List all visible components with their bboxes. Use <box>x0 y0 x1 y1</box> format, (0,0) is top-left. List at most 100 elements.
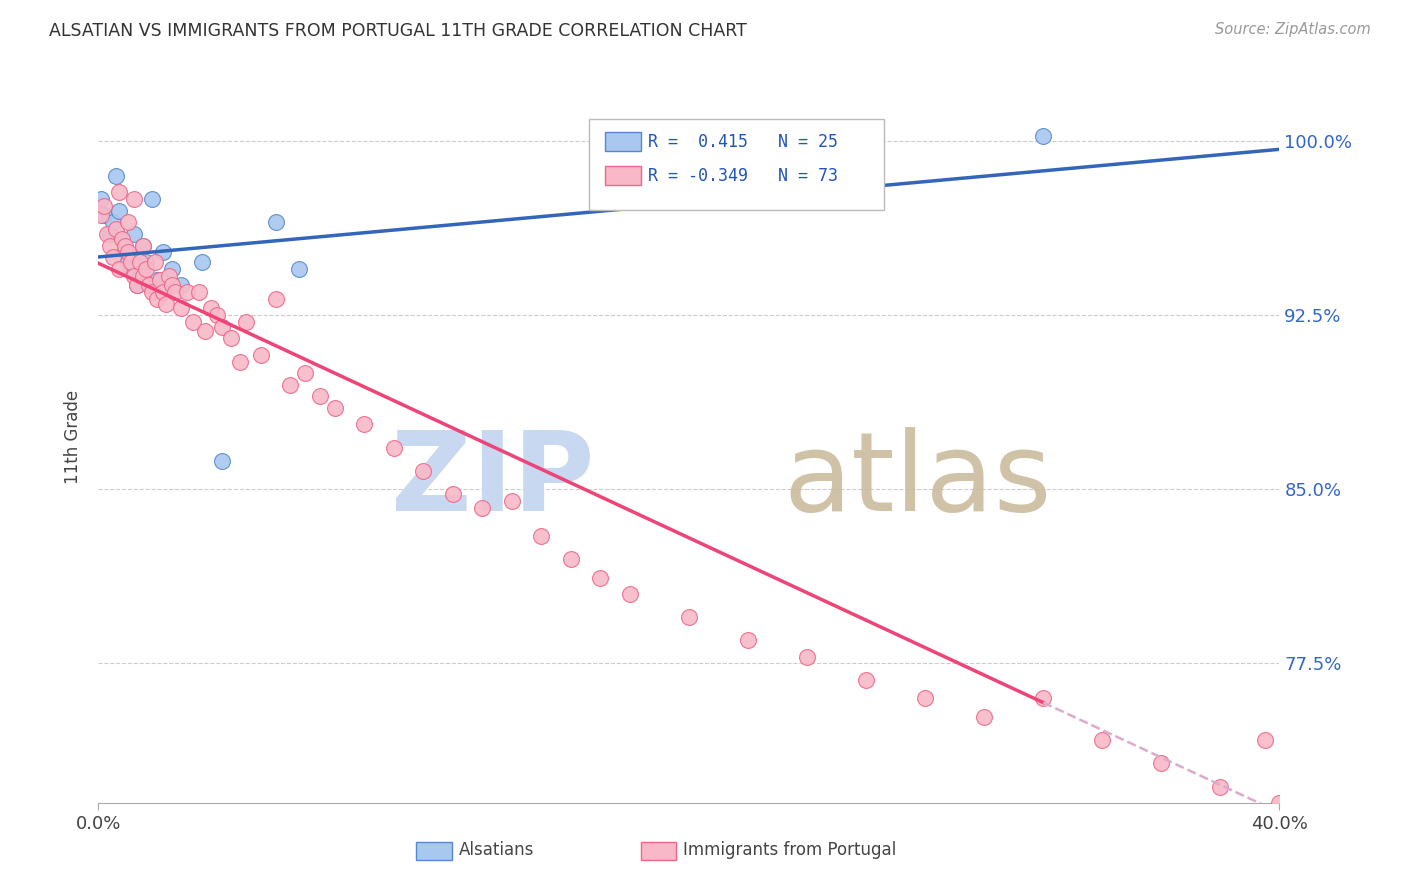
Point <box>135 254 157 268</box>
Point <box>471 500 494 515</box>
Point <box>98 238 121 252</box>
Point <box>125 277 148 292</box>
Point <box>1032 129 1054 144</box>
Point <box>93 199 115 213</box>
Point <box>162 277 183 292</box>
FancyBboxPatch shape <box>605 167 641 186</box>
Point <box>441 487 464 501</box>
Point <box>111 231 134 245</box>
Point <box>235 315 257 329</box>
Point <box>353 417 375 432</box>
Point <box>143 254 166 268</box>
Text: R = -0.349   N = 73: R = -0.349 N = 73 <box>648 167 838 185</box>
Text: atlas: atlas <box>783 427 1052 534</box>
Point <box>122 192 145 206</box>
Point <box>117 215 139 229</box>
Point <box>114 238 136 252</box>
Point <box>1268 796 1291 810</box>
Point <box>105 169 128 183</box>
Point <box>132 268 155 283</box>
Point <box>229 354 252 368</box>
Point <box>132 238 155 252</box>
FancyBboxPatch shape <box>589 119 884 211</box>
Point <box>619 587 641 601</box>
Point <box>98 227 121 241</box>
Point <box>149 273 172 287</box>
Text: ZIP: ZIP <box>391 427 595 534</box>
Point <box>146 292 169 306</box>
Point <box>157 268 180 283</box>
Point <box>103 215 125 229</box>
Point <box>264 292 287 306</box>
Point <box>114 245 136 260</box>
Point <box>155 296 177 310</box>
Point <box>1091 733 1114 747</box>
Point <box>111 231 134 245</box>
Point <box>530 529 553 543</box>
Point <box>96 227 118 241</box>
Point <box>1150 756 1173 771</box>
Point <box>108 185 131 199</box>
Point <box>501 494 523 508</box>
Point <box>93 208 115 222</box>
Point <box>170 277 193 292</box>
Point <box>589 570 612 584</box>
Point <box>141 285 163 299</box>
Point <box>280 377 302 392</box>
Point <box>122 268 145 283</box>
Point <box>412 464 434 478</box>
Point <box>1032 691 1054 706</box>
Point <box>1357 784 1379 798</box>
Point <box>120 254 142 268</box>
Text: Immigrants from Portugal: Immigrants from Portugal <box>683 841 896 859</box>
Point <box>678 610 700 624</box>
Point <box>264 215 287 229</box>
Point <box>211 319 233 334</box>
Point <box>146 273 169 287</box>
Point <box>90 192 112 206</box>
Point <box>200 301 222 316</box>
Point <box>250 348 273 362</box>
Point <box>103 250 125 264</box>
Text: R =  0.415   N = 25: R = 0.415 N = 25 <box>648 133 838 151</box>
Point <box>108 203 131 218</box>
Point <box>181 315 204 329</box>
Point <box>221 331 243 345</box>
Point <box>120 261 142 276</box>
Text: ALSATIAN VS IMMIGRANTS FROM PORTUGAL 11TH GRADE CORRELATION CHART: ALSATIAN VS IMMIGRANTS FROM PORTUGAL 11T… <box>49 22 747 40</box>
Point <box>914 691 936 706</box>
Point <box>323 401 346 415</box>
Point <box>560 552 582 566</box>
Point <box>108 261 131 276</box>
Point <box>855 673 877 687</box>
Point <box>105 222 128 236</box>
Point <box>138 277 160 292</box>
FancyBboxPatch shape <box>416 842 451 860</box>
Point <box>796 649 818 664</box>
Point <box>205 308 228 322</box>
Point <box>135 261 157 276</box>
Text: Alsatians: Alsatians <box>458 841 534 859</box>
Point <box>128 268 150 283</box>
Point <box>1254 733 1277 747</box>
Point <box>122 227 145 241</box>
Point <box>211 454 233 468</box>
Text: Source: ZipAtlas.com: Source: ZipAtlas.com <box>1215 22 1371 37</box>
FancyBboxPatch shape <box>641 842 676 860</box>
Point <box>132 238 155 252</box>
Point <box>187 285 209 299</box>
Point <box>125 277 148 292</box>
Point <box>90 208 112 222</box>
Point <box>117 254 139 268</box>
Y-axis label: 11th Grade: 11th Grade <box>65 390 83 484</box>
Point <box>176 285 198 299</box>
Point <box>382 441 405 455</box>
Point <box>973 710 995 724</box>
Point <box>141 192 163 206</box>
Point <box>1313 733 1336 747</box>
Point <box>294 366 316 380</box>
Point <box>152 285 174 299</box>
Point <box>191 254 214 268</box>
Point <box>117 245 139 260</box>
Point <box>170 301 193 316</box>
